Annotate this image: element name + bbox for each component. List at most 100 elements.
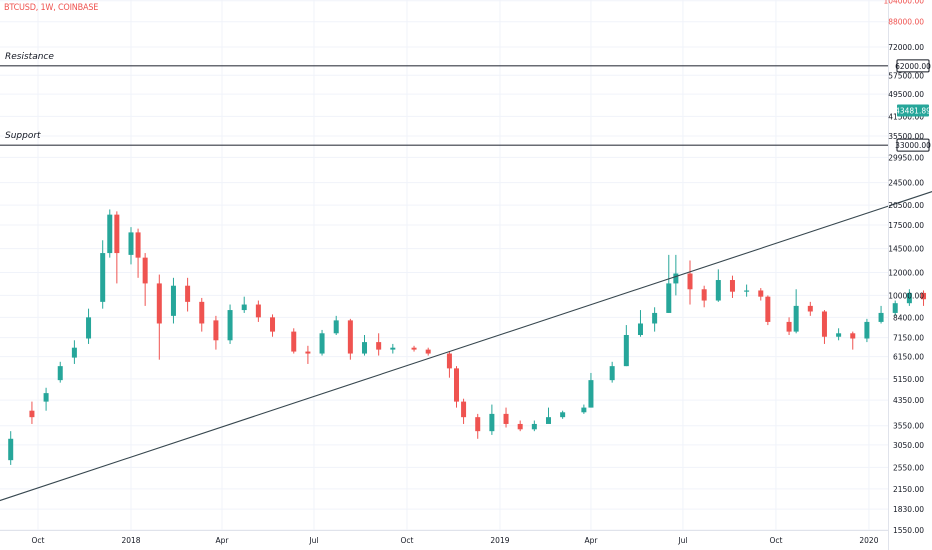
candle-down: [185, 285, 191, 302]
candle-down: [291, 331, 297, 352]
price-axis: 104000.00 88000.00 72000.00 57500.00 49500.0…: [883, 0, 924, 550]
candle-up: [107, 214, 113, 254]
candle-up: [128, 232, 134, 255]
candle-down: [199, 301, 205, 324]
candle-down: [503, 413, 509, 424]
candle-down: [446, 353, 452, 369]
candle-up: [906, 292, 912, 304]
candle-up: [673, 273, 679, 284]
time-axis: Oct2018AprJulOct2019AprJulOct2020AprJulO…: [0, 530, 888, 545]
candle-up: [86, 317, 92, 339]
candle-up: [623, 335, 629, 367]
price-tick-label: 41500.00: [888, 112, 924, 121]
price-tick-label: 20500.00: [888, 201, 924, 210]
candle-up: [793, 305, 799, 332]
candle-down: [114, 214, 120, 254]
price-tick-label: 5150.00: [893, 375, 924, 384]
candle-up: [241, 304, 247, 311]
candle-down: [411, 347, 417, 350]
candle-down: [807, 305, 813, 312]
price-tick-label: 49500.00: [888, 90, 924, 99]
candle-up: [637, 323, 643, 336]
price-tick-label: 88000.00: [888, 18, 924, 27]
price-tick-label: 7150.00: [893, 334, 924, 343]
grid: [0, 0, 888, 531]
price-tag-bg: [896, 138, 930, 152]
candle-up: [319, 333, 325, 354]
time-tick-label: Apr: [584, 536, 598, 545]
time-tick-label: Oct: [769, 536, 782, 545]
candle-up: [652, 312, 658, 324]
price-tick-label: 2550.00: [893, 463, 924, 472]
price-tick-label: 3050.00: [893, 441, 924, 450]
time-tick-label: Jul: [677, 536, 687, 545]
time-tick-label: Oct: [32, 536, 45, 545]
candle-up: [227, 310, 233, 341]
candle-up: [170, 285, 176, 316]
time-tick-label: Oct: [400, 536, 413, 545]
candle-up: [836, 333, 842, 337]
candle-up: [362, 342, 368, 354]
price-tick-label: 3550.00: [893, 422, 924, 431]
price-tag: 33000.00: [895, 138, 931, 152]
candle-down: [156, 283, 162, 324]
price-tick-label: 29950.00: [888, 153, 924, 162]
price-tag: 62000.00: [895, 59, 931, 73]
time-tick-label: 2020: [859, 536, 878, 545]
candle-up: [100, 253, 106, 302]
candle-up: [531, 423, 537, 430]
level-label-resistance: Resistance: [5, 52, 54, 62]
price-tag: 43481.89: [895, 104, 931, 117]
time-tick-label: Apr: [215, 536, 229, 545]
price-tick-label: 4350.00: [893, 396, 924, 405]
time-tick-label: 2019: [490, 536, 509, 545]
price-tick-label: 57500.00: [888, 71, 924, 80]
candle-down: [517, 423, 523, 430]
candle-up: [864, 321, 870, 339]
price-tick-label: 1830.00: [893, 505, 924, 514]
candle-up: [8, 438, 14, 461]
candles: [8, 209, 927, 465]
candle-up: [581, 407, 587, 413]
price-tag-bg: [896, 59, 930, 73]
candle-down: [376, 342, 382, 350]
candle-up: [560, 412, 566, 418]
candle-down: [758, 290, 764, 297]
price-tag-label: 33000.00: [895, 141, 931, 150]
candle-down: [921, 292, 927, 300]
price-tick-label: 35500.00: [888, 132, 924, 141]
price-tag-bg: [897, 104, 929, 117]
candle-down: [821, 311, 827, 337]
candle-up: [588, 380, 594, 408]
candle-down: [687, 273, 693, 290]
time-tick-label: 2018: [121, 536, 140, 545]
candle-down: [135, 232, 141, 258]
candle-down: [461, 401, 467, 418]
price-tick-label: 104000.00: [883, 0, 924, 6]
candle-up: [666, 283, 672, 313]
candle-down: [213, 320, 219, 341]
candle-down: [786, 321, 792, 332]
candle-down: [701, 289, 707, 301]
price-tag-label: 43481.89: [895, 106, 931, 115]
time-tick-label: Jul: [308, 536, 318, 545]
candle-down: [305, 351, 311, 354]
level-label-support: Support: [5, 131, 41, 141]
price-tick-label: 10000.00: [888, 291, 924, 300]
candle-down: [729, 280, 735, 292]
candle-down: [142, 257, 148, 284]
candle-down: [347, 320, 353, 354]
candle-up: [43, 393, 49, 402]
price-tick-label: 14500.00: [888, 245, 924, 254]
candle-down: [255, 304, 261, 318]
price-tick-label: 12000.00: [888, 268, 924, 277]
symbol-label: BTCUSD, 1W, COINBASE: [4, 3, 99, 13]
candle-up: [390, 347, 396, 350]
candle-up: [715, 280, 721, 301]
candle-up: [57, 366, 63, 381]
price-tick-label: 1550.00: [893, 526, 924, 535]
candle-down: [765, 296, 771, 322]
